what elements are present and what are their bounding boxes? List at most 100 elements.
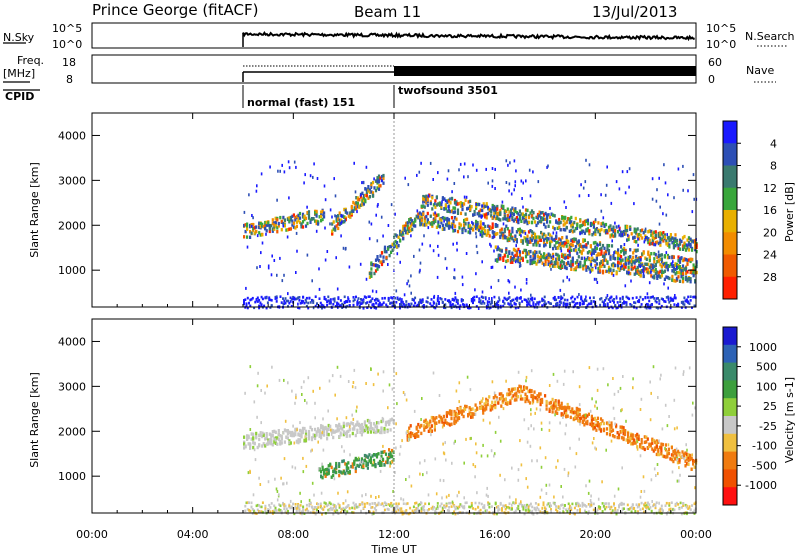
data-cell — [432, 418, 435, 423]
scatter-cell — [331, 215, 333, 219]
data-cell — [338, 424, 341, 428]
data-cell — [479, 231, 482, 235]
noise-cell — [336, 303, 339, 306]
data-cell — [415, 427, 418, 431]
data-cell — [485, 397, 488, 402]
scatter-cell — [267, 480, 270, 484]
noise-cell — [249, 509, 252, 513]
noise-cell — [652, 295, 654, 299]
data-cell — [631, 436, 634, 441]
data-cell — [386, 429, 389, 434]
data-cell — [291, 214, 294, 219]
data-cell — [289, 433, 292, 437]
noise-cell — [526, 303, 529, 307]
data-cell — [687, 277, 691, 282]
data-cell — [645, 440, 648, 444]
noise-cell — [553, 298, 556, 302]
noise-cell — [665, 501, 668, 505]
noise-cell — [660, 304, 663, 308]
data-cell — [417, 429, 420, 434]
data-cell — [623, 267, 626, 271]
data-cell — [494, 206, 497, 210]
data-cell — [388, 452, 391, 457]
scatter-cell — [615, 295, 618, 299]
noise-cell — [356, 505, 359, 509]
noise-cell — [300, 301, 303, 305]
data-cell — [521, 389, 524, 394]
data-cell — [480, 406, 483, 410]
data-cell — [484, 215, 487, 219]
scatter-cell — [545, 492, 548, 495]
data-cell — [327, 470, 330, 474]
scatter-cell — [555, 465, 557, 469]
noise-cell — [483, 302, 486, 305]
noise-cell — [550, 504, 552, 508]
scatter-cell — [630, 279, 632, 283]
data-cell — [551, 406, 554, 410]
data-cell — [694, 245, 697, 250]
data-cell — [456, 229, 460, 234]
noise-cell — [358, 304, 361, 308]
scatter-cell — [513, 188, 515, 192]
data-cell — [458, 222, 461, 226]
data-cell — [571, 257, 574, 262]
data-cell — [653, 260, 656, 264]
noise-cell — [538, 300, 541, 304]
data-cell — [565, 238, 568, 242]
data-cell — [573, 267, 576, 272]
data-cell — [551, 410, 554, 414]
noise-cell — [499, 304, 502, 308]
data-cell — [538, 210, 541, 214]
data-cell — [600, 264, 603, 268]
data-cell — [327, 468, 330, 472]
data-cell — [689, 457, 692, 462]
scatter-cell — [486, 486, 488, 490]
scatter-cell — [252, 216, 254, 220]
noise-cell — [353, 298, 356, 301]
noise-cell — [300, 299, 303, 303]
noise-cell — [680, 306, 683, 309]
data-cell — [309, 425, 312, 430]
noise-cell — [687, 507, 690, 510]
data-cell — [294, 429, 297, 433]
data-cell — [461, 204, 464, 208]
colorbar-tick-label: 12 — [763, 182, 777, 195]
data-cell — [529, 240, 532, 244]
data-cell — [403, 227, 406, 231]
data-cell — [576, 259, 579, 263]
noise-cell — [655, 306, 658, 309]
noise-cell — [506, 298, 508, 302]
noise-cell — [283, 302, 286, 305]
data-cell — [400, 233, 403, 237]
scatter-cell — [382, 234, 384, 238]
noise-cell — [285, 299, 288, 303]
data-cell — [375, 430, 379, 434]
data-cell — [244, 223, 247, 227]
noise-cell — [576, 501, 579, 505]
scatter-cell — [300, 500, 302, 504]
scatter-cell — [326, 250, 329, 253]
data-cell — [671, 274, 674, 279]
data-cell — [571, 225, 574, 229]
scatter-cell — [687, 189, 689, 193]
data-cell — [270, 223, 273, 228]
data-cell — [609, 224, 612, 228]
noise-cell — [317, 506, 320, 509]
noise-cell — [425, 300, 428, 303]
data-cell — [333, 430, 336, 434]
scatter-cell — [644, 227, 647, 231]
noise-cell — [585, 511, 588, 514]
data-cell — [678, 265, 682, 269]
noise-cell — [506, 506, 508, 509]
noise-cell — [629, 507, 632, 510]
data-cell — [550, 400, 553, 405]
data-cell — [400, 230, 403, 234]
data-cell — [648, 270, 651, 275]
data-cell — [264, 220, 267, 225]
scatter-cell — [574, 302, 577, 306]
data-cell — [327, 423, 330, 428]
noise-cell — [550, 302, 552, 305]
data-cell — [366, 418, 369, 423]
data-cell — [564, 265, 567, 270]
noise-cell — [357, 297, 360, 300]
